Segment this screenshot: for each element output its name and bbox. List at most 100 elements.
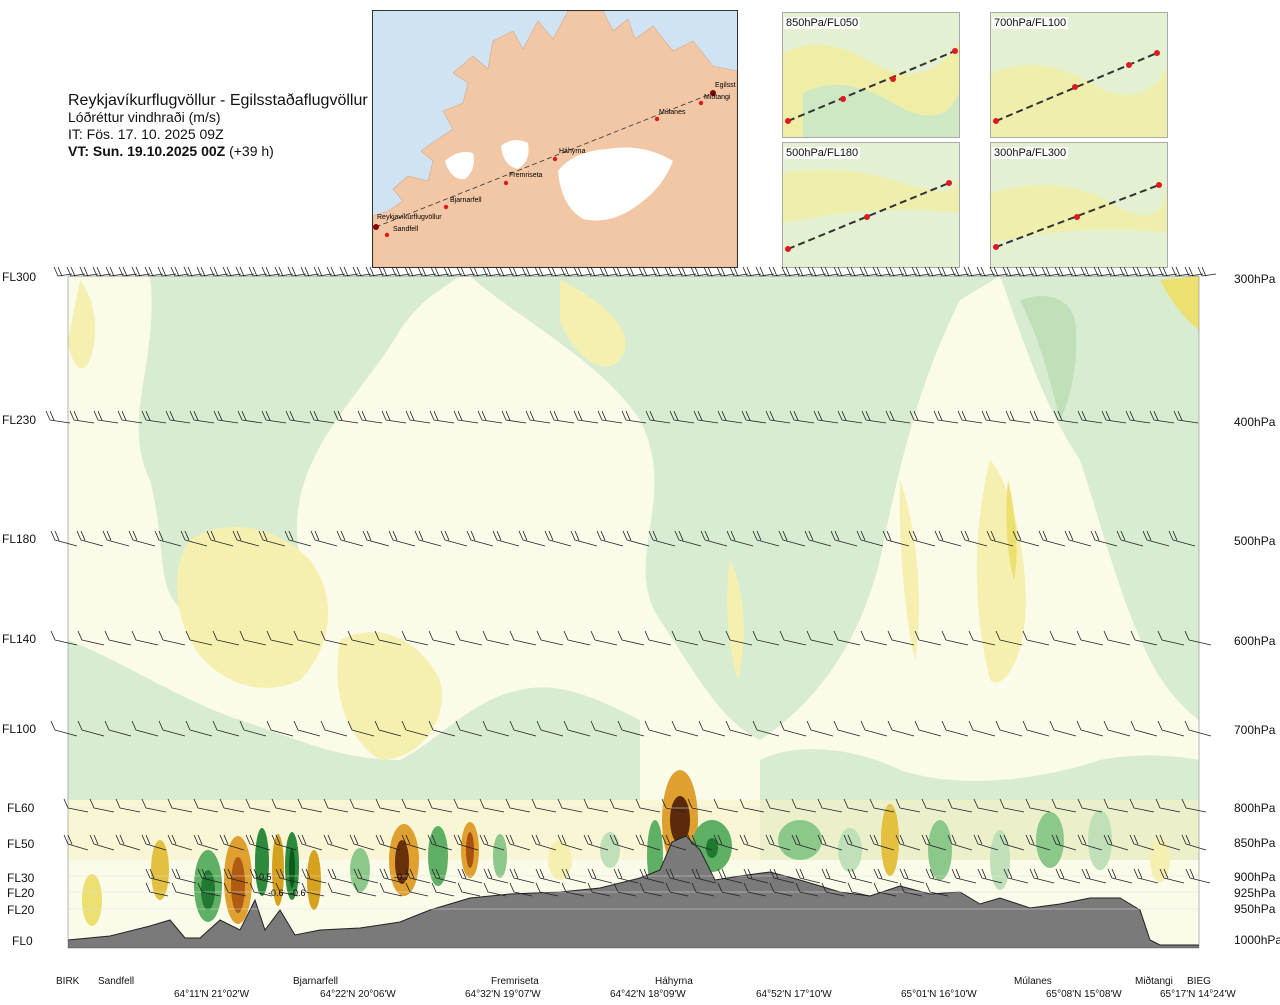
wind-barb — [206, 530, 234, 547]
wind-barb — [781, 266, 801, 277]
wind-barb — [856, 530, 884, 547]
wind-barb — [375, 798, 401, 813]
chart-title: Reykjavíkurflugvöllur - Egilsstaðaflugvö… — [68, 92, 368, 109]
right-axis-tick: 800hPa — [1234, 801, 1276, 815]
wind-barb — [482, 266, 502, 277]
wind-barb — [145, 882, 169, 897]
wind-barb — [544, 530, 572, 547]
wind-barb — [327, 882, 351, 897]
wind-barb — [320, 630, 348, 646]
wind-barb — [561, 868, 587, 884]
wind-barb — [266, 720, 294, 737]
wind-barb — [495, 266, 515, 277]
wind-barb — [669, 410, 695, 424]
wind-barb — [648, 530, 676, 547]
wind-barb — [1049, 720, 1077, 737]
wind-barb — [222, 266, 242, 277]
left-axis-tick: FL180 — [2, 532, 37, 546]
wind-barb — [873, 868, 899, 884]
wind-barb — [885, 266, 905, 277]
wind-barb — [327, 868, 353, 884]
wind-barb — [587, 868, 613, 884]
wind-barb — [196, 266, 216, 277]
map-label-sandfell: Sandfell — [393, 226, 419, 233]
wind-barb — [509, 720, 537, 737]
wind-barb — [505, 798, 531, 813]
wind-barb — [586, 266, 606, 277]
wind-barb — [778, 530, 806, 547]
wind-barb — [752, 720, 780, 737]
wind-barb — [77, 720, 105, 737]
wind-barb — [1149, 410, 1175, 424]
wind-barb — [703, 266, 723, 277]
right-axis-tick: 500hPa — [1234, 534, 1276, 548]
wind-barb — [427, 834, 453, 851]
wind-barb — [455, 630, 483, 646]
wind-barb — [846, 266, 866, 277]
wind-barb — [274, 266, 294, 277]
wind-barb — [521, 266, 541, 277]
wind-barb — [645, 410, 671, 424]
wind-barb — [285, 410, 311, 424]
wind-barb — [769, 882, 793, 897]
wind-barb — [223, 882, 247, 897]
right-axis-tick: 400hPa — [1234, 415, 1276, 429]
wind-barb — [651, 266, 671, 277]
right-axis-tick: 950hPa — [1234, 902, 1276, 916]
wind-barb — [726, 530, 754, 547]
x-coordinate-label: 65°01'N 16°10'W — [901, 989, 977, 1000]
wind-barb — [1171, 266, 1191, 277]
right-axis-tick: 600hPa — [1234, 634, 1276, 648]
downdraft-core — [706, 838, 718, 858]
wind-barb — [779, 720, 807, 737]
wind-barb — [947, 798, 973, 813]
downdraft-region — [1020, 296, 1077, 420]
wind-barb — [1025, 834, 1051, 851]
wind-barb — [323, 798, 349, 813]
wind-barb — [716, 266, 736, 277]
wind-barb — [1077, 834, 1103, 851]
wind-barb — [635, 798, 661, 813]
map-label-mulanes: Múlanes — [659, 109, 686, 116]
wind-barb — [237, 410, 263, 424]
wind-barb — [596, 530, 624, 547]
wind-barb — [1103, 834, 1129, 851]
wind-barb — [957, 410, 983, 424]
wind-barb — [414, 530, 442, 547]
wind-barb — [145, 868, 171, 884]
valid-time: VT: Sun. 19.10.2025 00Z (+39 h) — [68, 143, 368, 160]
wind-barb — [1077, 410, 1103, 424]
wind-barb — [154, 530, 182, 547]
wind-barb — [671, 720, 699, 737]
wind-barb — [909, 410, 935, 424]
wind-barb — [899, 882, 923, 897]
updraft-cell — [307, 850, 321, 910]
downdraft-cell — [350, 848, 370, 892]
wind-barb — [951, 868, 977, 884]
wind-barb — [804, 530, 832, 547]
wind-barb — [212, 630, 240, 646]
wind-barb — [1012, 530, 1040, 547]
route-map: Reykjavíkurflugvöllur Sandfell Bjarnarfe… — [372, 10, 738, 268]
wind-barb — [765, 834, 791, 851]
wind-barb — [1005, 410, 1031, 424]
wind-barb — [357, 410, 383, 424]
wind-barb — [887, 630, 915, 646]
wind-barb — [401, 834, 427, 851]
updraft-cell — [548, 840, 572, 880]
wind-barb — [430, 266, 450, 277]
wind-barb — [362, 530, 390, 547]
downdraft-core — [201, 870, 215, 910]
wind-barb — [547, 266, 567, 277]
wind-barb — [1002, 266, 1022, 277]
wind-barb — [531, 798, 557, 813]
updraft-cell — [461, 822, 479, 878]
x-coordinate-label: 64°32'N 19°07'W — [465, 989, 541, 1000]
wind-barb — [644, 630, 672, 646]
wind-barb — [405, 868, 431, 884]
issue-time: IT: Fös. 17. 10. 2025 09Z — [68, 126, 224, 142]
wind-barb — [170, 266, 190, 277]
wind-barb — [1159, 868, 1185, 884]
wind-barb — [1106, 266, 1126, 277]
wind-barb — [609, 798, 635, 813]
